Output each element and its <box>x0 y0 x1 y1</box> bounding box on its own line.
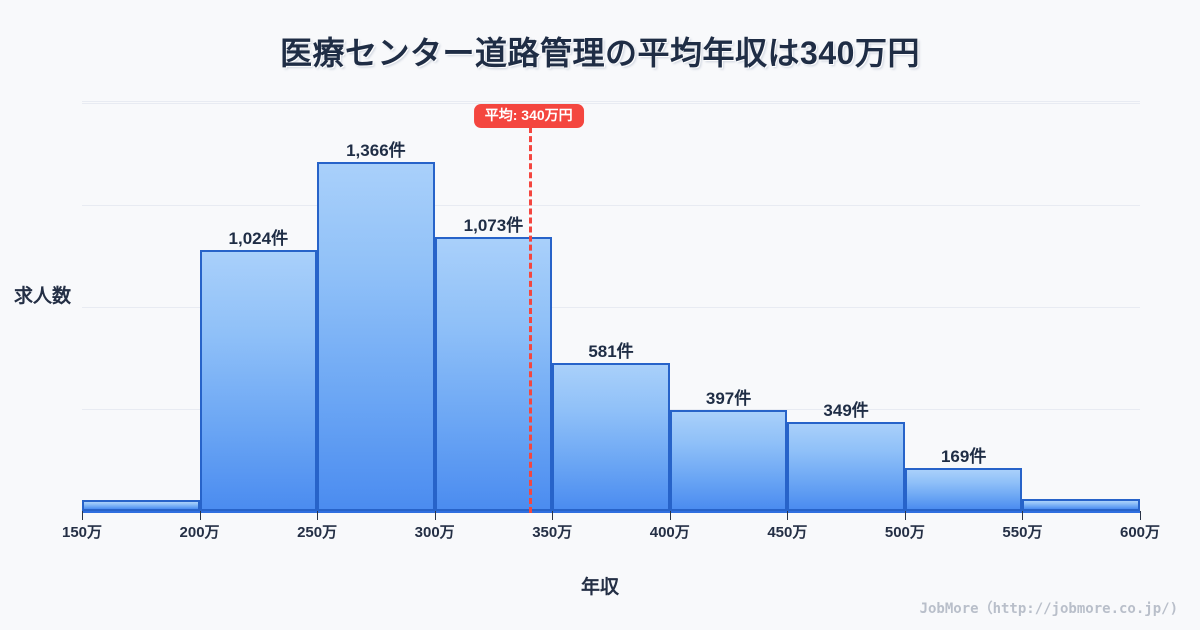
x-axis-tick-label: 250万 <box>297 524 338 541</box>
x-axis-tick-label: 600万 <box>1119 524 1161 541</box>
x-axis-title: 年収 <box>580 577 619 598</box>
gridline <box>82 102 1140 104</box>
histogram-bar[interactable] <box>434 237 553 511</box>
footer-credit: JobMore（http://jobmore.co.jp/) <box>919 601 1178 617</box>
gridline <box>82 204 1140 206</box>
bar-value-label: 397件 <box>705 388 752 408</box>
histogram-bar[interactable] <box>317 162 435 511</box>
histogram-bar[interactable] <box>552 362 670 511</box>
mean-value-badge: 平均: 340万円 <box>473 104 584 129</box>
bar-value-label: 349件 <box>823 400 869 420</box>
x-axis-tick-label: 400万 <box>649 524 690 541</box>
x-axis-tick <box>199 511 201 520</box>
histogram-bar[interactable] <box>1022 498 1140 511</box>
x-axis-tick <box>82 511 83 520</box>
x-axis-tick <box>669 511 671 520</box>
x-axis-tick <box>1140 511 1141 520</box>
y-axis-title: 求人数 <box>14 286 72 307</box>
x-axis-tick-label: 200万 <box>179 524 220 541</box>
gridline <box>82 306 1140 308</box>
histogram-bar[interactable] <box>787 421 905 511</box>
x-axis-tick <box>904 511 906 520</box>
histogram-bar[interactable] <box>669 409 788 511</box>
bar-value-label: 581件 <box>588 341 634 361</box>
mean-value-line <box>528 118 532 513</box>
x-axis-tick <box>317 511 319 520</box>
x-axis-tick-label: 450万 <box>767 524 808 541</box>
x-axis-baseline <box>82 511 1140 513</box>
x-axis-tick-label: 150万 <box>61 524 103 541</box>
x-axis-tick <box>787 511 789 520</box>
page-title: 医療センター道路管理の平均年収は340万円 <box>280 35 920 71</box>
bar-value-label: 169件 <box>940 446 987 466</box>
x-axis-tick <box>1022 511 1024 520</box>
x-axis-tick-label: 300万 <box>414 524 455 541</box>
histogram-bar[interactable] <box>199 249 318 511</box>
bar-value-label: 1,366件 <box>346 141 406 161</box>
histogram-bar[interactable] <box>904 467 1023 511</box>
histogram-bar[interactable] <box>82 499 200 511</box>
x-axis-tick <box>552 511 554 520</box>
plot-area <box>82 95 1140 511</box>
bar-value-label: 1,073件 <box>463 216 524 236</box>
x-axis-tick-label: 550万 <box>1002 524 1043 541</box>
gridline-top <box>82 101 1140 102</box>
x-axis-tick-label: 350万 <box>532 524 573 541</box>
x-axis-tick-label: 500万 <box>884 524 925 541</box>
bar-value-label: 1,024件 <box>228 228 289 248</box>
x-axis-tick <box>434 511 436 520</box>
